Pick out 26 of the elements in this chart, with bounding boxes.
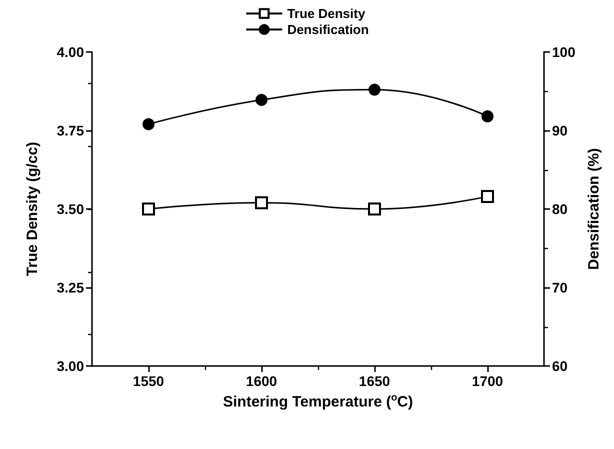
y2-tick-label: 60	[552, 358, 568, 374]
y2-tick-label: 100	[552, 44, 576, 60]
y-tick-label: 4.00	[56, 44, 84, 60]
point	[142, 118, 154, 130]
point	[482, 110, 494, 122]
y-tick-label: 3.25	[56, 280, 84, 296]
y2-tick-label: 90	[552, 122, 568, 138]
y-tick-label: 3.50	[56, 201, 84, 217]
y2-tick-label: 70	[552, 280, 568, 296]
point	[256, 94, 268, 106]
point	[255, 196, 268, 210]
point	[368, 84, 380, 96]
legend-label: True Density	[287, 6, 366, 21]
point	[368, 202, 381, 216]
x-tick-label: 1600	[246, 373, 278, 389]
y-axis-title: True Density (g/cc)	[24, 142, 41, 276]
point	[481, 190, 494, 203]
y2-axis-title: Densification (%)	[585, 148, 602, 270]
x-tick-label: 1550	[132, 373, 164, 389]
point	[142, 202, 155, 216]
x-tick-label: 1650	[358, 373, 390, 389]
y-tick-label: 3.75	[56, 122, 84, 138]
x-tick-label: 1700	[472, 373, 504, 389]
y-tick-label: 3.00	[56, 358, 84, 374]
y2-tick-label: 80	[552, 201, 568, 217]
legend-label: Densification	[287, 22, 369, 37]
